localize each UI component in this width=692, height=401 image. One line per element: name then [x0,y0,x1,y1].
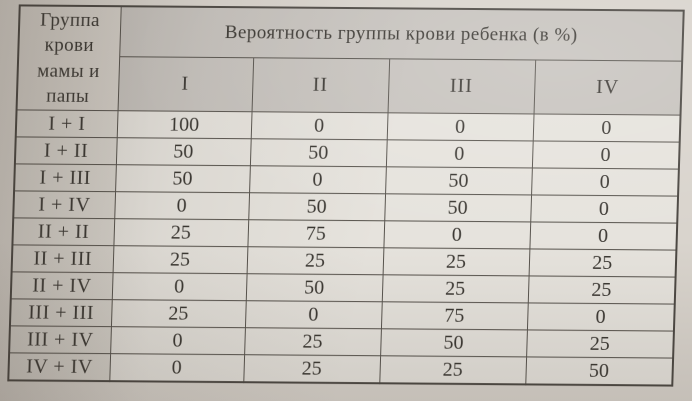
data-cell: 75 [380,301,528,330]
table-photo-tilt-wrapper: Группа крови мамы и папы Вероятность гру… [7,4,685,387]
data-cell: 25 [113,218,249,247]
data-cell: 0 [250,111,388,140]
data-cell: 25 [246,246,384,275]
row-label-cell: I + IV [13,190,116,219]
row-label-cell: I + II [14,136,117,165]
table-row: IV + IV 0 25 25 50 [8,352,674,386]
row-label-cell: II + IV [10,271,113,300]
data-cell: 0 [386,112,534,141]
data-cell: 75 [247,219,385,248]
data-cell: 0 [109,353,245,383]
data-cell: 0 [529,221,678,251]
data-cell: 0 [385,139,533,168]
data-cell: 100 [116,110,252,139]
data-cell: 0 [383,220,531,249]
data-cell: 0 [114,191,250,220]
row-label-cell: III + IV [9,325,111,354]
data-cell: 50 [245,273,383,302]
row-label-cell: I + I [15,109,118,138]
data-cell: 25 [527,275,676,305]
data-cell: 50 [384,193,532,222]
row-label-cell: II + II [12,217,115,246]
row-label-cell: I + III [14,163,116,192]
data-cell: 50 [248,192,386,221]
header-row-span: Группа крови мамы и папы Вероятность гру… [16,5,684,111]
data-cell: 25 [110,299,246,328]
data-cell: 25 [243,354,381,384]
data-cell: 50 [115,137,251,166]
data-cell: 25 [381,274,529,303]
data-cell: 50 [380,328,527,357]
corner-header-cell: Группа крови мамы и папы [16,5,121,111]
row-label-cell: II + III [11,244,114,273]
data-cell: 25 [112,245,248,274]
data-cell: 50 [115,164,250,193]
data-cell: 50 [525,356,674,386]
data-cell: 0 [111,272,247,301]
data-cell: 0 [531,167,679,197]
col-header-I: I [117,56,254,112]
data-cell: 0 [531,140,680,170]
row-label-cell: III + III [9,298,112,327]
data-cell: 25 [379,355,527,385]
data-cell: 0 [110,326,245,355]
data-cell: 0 [244,300,382,329]
data-cell: 0 [249,165,386,194]
col-header-III: III [387,58,536,114]
col-header-II: II [251,57,390,113]
data-cell: 25 [382,247,530,276]
data-cell: 25 [526,329,674,359]
row-label-cell: IV + IV [8,352,111,382]
data-cell: 0 [530,194,679,224]
data-cell: 50 [385,166,532,195]
blood-type-probability-table: Группа крови мамы и папы Вероятность гру… [7,4,685,387]
data-cell: 25 [528,248,677,278]
data-cell: 0 [526,302,675,332]
data-cell: 25 [244,327,381,356]
span-header-cell: Вероятность группы крови ребенка (в %) [119,6,684,62]
data-cell: 50 [249,138,387,167]
col-header-IV: IV [533,59,683,116]
data-cell: 0 [532,113,681,143]
